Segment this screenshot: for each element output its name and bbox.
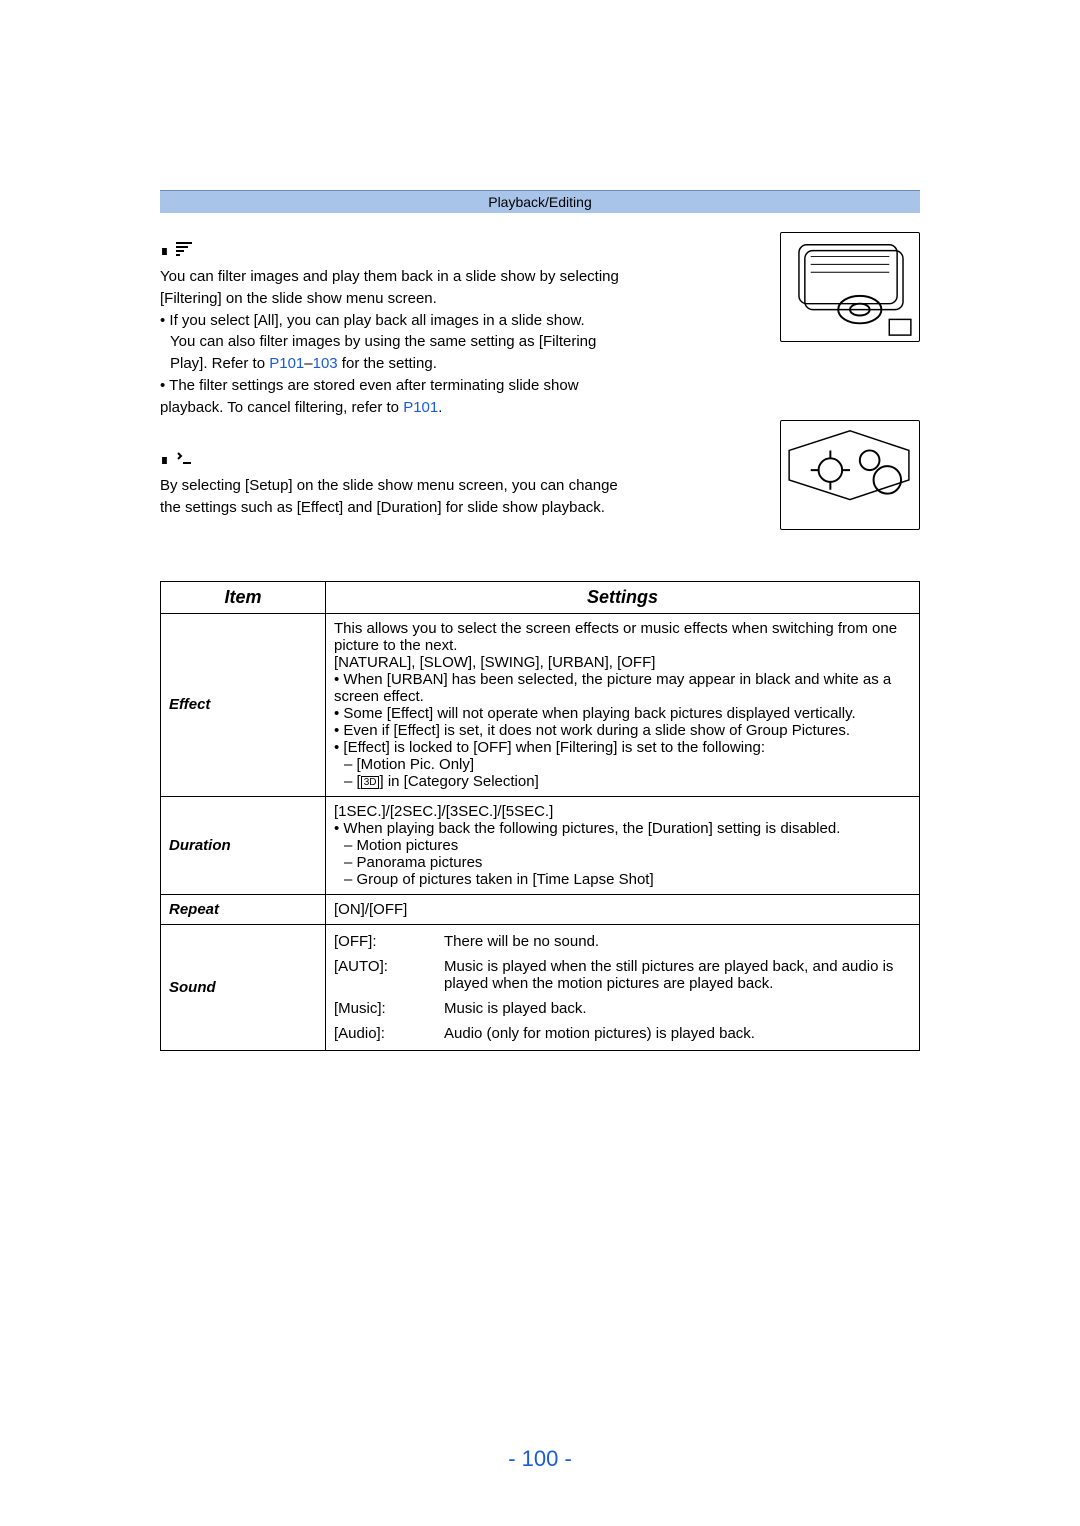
text: ] in [Category Selection]	[379, 773, 538, 790]
setup-intro: By selecting [Setup] on the slide show m…	[160, 475, 630, 519]
square-bullet-icon: ∎	[160, 242, 169, 259]
text: – Group of pictures taken in [Time Lapse…	[334, 871, 911, 888]
text: Item	[224, 588, 261, 606]
table-header-row: Item Settings	[161, 581, 920, 613]
filtering-bullet-1b: You can also filter images by using the …	[160, 331, 630, 375]
text: • Some [Effect] will not operate when pl…	[334, 705, 911, 722]
sound-music: [Music]: Music is played back.	[334, 998, 911, 1019]
text: • [Effect] is locked to [OFF] when [Filt…	[334, 739, 911, 756]
text: [Audio]:	[334, 1025, 444, 1042]
col-item: Item	[161, 581, 326, 613]
sound-audio: [Audio]: Audio (only for motion pictures…	[334, 1019, 911, 1044]
link-p101[interactable]: P101	[269, 355, 304, 372]
label-duration: Duration	[161, 796, 326, 894]
text: .	[438, 399, 442, 416]
text: for the setting.	[338, 355, 437, 372]
text: • When [URBAN] has been selected, the pi…	[334, 671, 911, 705]
text: If you select [All], you can play back a…	[169, 312, 584, 329]
3d-icon: 3D	[361, 776, 380, 789]
text: Motion pictures	[357, 837, 459, 854]
text: [Music]:	[334, 1000, 444, 1017]
page-number: - 100 -	[0, 1446, 1080, 1472]
section-header: Playback/Editing	[160, 190, 920, 213]
filtering-intro: You can filter images and play them back…	[160, 266, 630, 310]
text: [AUTO]:	[334, 958, 444, 992]
text: When [URBAN] has been selected, the pict…	[334, 671, 891, 705]
text: Audio (only for motion pictures) is play…	[444, 1025, 911, 1042]
text: – [3D] in [Category Selection]	[334, 773, 911, 790]
text: • Even if [Effect] is set, it does not w…	[334, 722, 911, 739]
text: When playing back the following pictures…	[343, 820, 840, 837]
link-103[interactable]: 103	[313, 355, 338, 372]
cell-duration: [1SEC.]/[2SEC.]/[3SEC.]/[5SEC.] • When p…	[326, 796, 920, 894]
text: The filter settings are stored even afte…	[160, 377, 579, 416]
row-repeat: Repeat [ON]/[OFF]	[161, 894, 920, 924]
filtering-bullet-1: • If you select [All], you can play back…	[160, 310, 630, 332]
illustration-filtering	[780, 232, 920, 342]
square-bullet-icon: ∎	[160, 451, 169, 468]
text: Group of pictures taken in [Time Lapse S…	[357, 871, 654, 888]
row-effect: Effect This allows you to select the scr…	[161, 613, 920, 796]
page: Playback/Editing ∎ You can filter images…	[0, 0, 1080, 1051]
text: • When playing back the following pictur…	[334, 820, 911, 837]
text: [Motion Pic. Only]	[357, 756, 475, 773]
settings-table: Item Settings Effect This allows you to …	[160, 581, 920, 1051]
sound-off: [OFF]: There will be no sound.	[334, 931, 911, 952]
cell-effect: This allows you to select the screen eff…	[326, 613, 920, 796]
text: [Effect] is locked to [OFF] when [Filter…	[343, 739, 765, 756]
text: – Motion pictures	[334, 837, 911, 854]
text: Settings	[587, 588, 658, 606]
row-duration: Duration [1SEC.]/[2SEC.]/[3SEC.]/[5SEC.]…	[161, 796, 920, 894]
setup-icon	[175, 450, 193, 469]
sound-auto: [AUTO]: Music is played when the still p…	[334, 952, 911, 998]
text: This allows you to select the screen eff…	[334, 620, 911, 654]
text: [NATURAL], [SLOW], [SWING], [URBAN], [OF…	[334, 654, 911, 671]
filter-icon	[175, 241, 193, 260]
link-p101-b[interactable]: P101	[403, 399, 438, 416]
text: – Panorama pictures	[334, 854, 911, 871]
text: Even if [Effect] is set, it does not wor…	[343, 722, 850, 739]
label-sound: Sound	[161, 924, 326, 1050]
text: There will be no sound.	[444, 933, 911, 950]
illustration-setup	[780, 420, 920, 530]
text: –	[304, 355, 312, 372]
col-settings: Settings	[326, 581, 920, 613]
filtering-body: You can filter images and play them back…	[160, 266, 630, 418]
text: – [Motion Pic. Only]	[334, 756, 911, 773]
text: [OFF]:	[334, 933, 444, 950]
text: Panorama pictures	[357, 854, 483, 871]
cell-sound: [OFF]: There will be no sound. [AUTO]: M…	[326, 924, 920, 1050]
label-effect: Effect	[161, 613, 326, 796]
text: Music is played back.	[444, 1000, 911, 1017]
text: Some [Effect] will not operate when play…	[343, 705, 855, 722]
text: Music is played when the still pictures …	[444, 958, 911, 992]
label-repeat: Repeat	[161, 894, 326, 924]
filtering-bullet-2: • The filter settings are stored even af…	[160, 375, 630, 419]
cell-repeat: [ON]/[OFF]	[326, 894, 920, 924]
text: [1SEC.]/[2SEC.]/[3SEC.]/[5SEC.]	[334, 803, 911, 820]
setup-body: By selecting [Setup] on the slide show m…	[160, 475, 630, 519]
row-sound: Sound [OFF]: There will be no sound. [AU…	[161, 924, 920, 1050]
